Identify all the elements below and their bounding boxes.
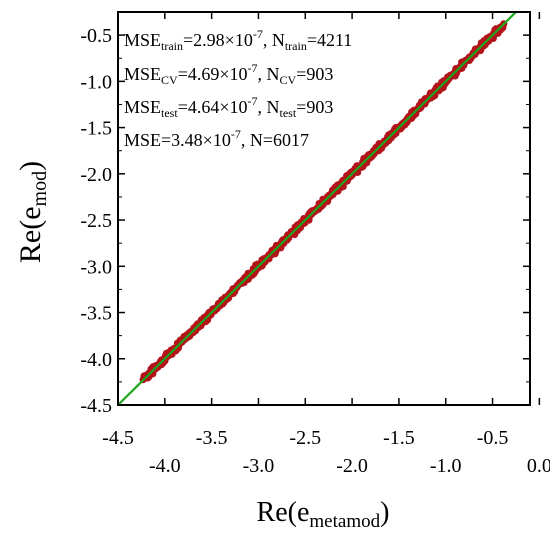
- y-tick-label: -2.5: [80, 210, 112, 232]
- mse-annotation: MSEtrain=2.98×10-7, Ntrain=4211: [124, 27, 352, 53]
- x-tick-label: -4.5: [102, 427, 134, 449]
- y-tick-label: -4.0: [80, 349, 112, 371]
- x-tick-label: -3.0: [243, 455, 275, 477]
- x-tick-label: -1.5: [383, 427, 415, 449]
- y-tick-label: -0.5: [80, 25, 112, 47]
- y-tick-label: -3.0: [80, 256, 112, 278]
- x-tick-label: -4.0: [149, 455, 181, 477]
- x-tick-label: -0.5: [477, 427, 509, 449]
- mse-annotation: MSEtest=4.64×10-7, Ntest=903: [124, 94, 333, 120]
- mse-annotation: MSE=3.48×10-7, N=6017: [124, 127, 309, 150]
- x-tick-label: 0.0: [527, 455, 550, 477]
- mse-annotation: MSECV=4.69×10-7, NCV=903: [124, 61, 333, 87]
- x-tick-label: -2.0: [336, 455, 368, 477]
- x-tick-label: -3.5: [196, 427, 228, 449]
- y-tick-label: -2.0: [80, 164, 112, 186]
- y-tick-label: -4.5: [80, 395, 112, 417]
- y-axis-label: Re(emod): [14, 161, 51, 263]
- x-tick-label: -1.0: [430, 455, 462, 477]
- fit-line: [118, 12, 518, 405]
- y-tick-label: -3.5: [80, 303, 112, 325]
- plot-frame: [117, 11, 531, 406]
- y-tick-label: -1.5: [80, 118, 112, 140]
- x-axis-label: Re(emetamod): [257, 497, 390, 532]
- x-tick-label: -2.5: [289, 427, 321, 449]
- y-tick-label: -1.0: [80, 71, 112, 93]
